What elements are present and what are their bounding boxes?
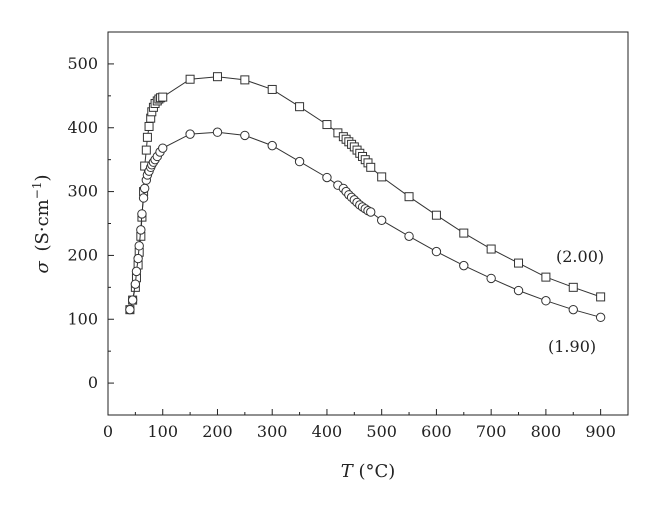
- data-point-square: [295, 102, 305, 112]
- data-point-square: [514, 258, 524, 268]
- x-axis-unit: (°C): [358, 461, 395, 482]
- y-axis-unit-close: ): [32, 175, 53, 182]
- x-tick-label: 800: [531, 422, 562, 441]
- data-point-square: [212, 72, 222, 82]
- data-point-square: [240, 75, 250, 85]
- data-point-square: [322, 120, 332, 130]
- x-tick-label: 900: [585, 422, 616, 441]
- series-label-1-90: (1.90): [548, 337, 596, 356]
- series-line-0: [129, 76, 601, 310]
- data-point-circle: [541, 296, 551, 306]
- x-axis-ticks: 0 100 200 300 400 500 600 700 800 900: [103, 409, 616, 441]
- y-tick-label: 500: [67, 54, 98, 73]
- data-point-circle: [138, 193, 149, 203]
- data-point-circle: [294, 156, 305, 167]
- data-point-square: [366, 162, 376, 172]
- data-point-circle: [513, 285, 524, 296]
- x-tick-label: 200: [202, 422, 233, 441]
- data-point-circle: [137, 209, 147, 219]
- data-point-circle: [130, 279, 141, 289]
- data-point-square: [158, 92, 168, 102]
- data-point-circle: [212, 127, 223, 137]
- data-point-circle: [125, 304, 135, 315]
- x-tick-label: 300: [257, 422, 288, 441]
- data-point-circle: [486, 273, 496, 284]
- plot-frame: [107, 31, 629, 416]
- data-point-circle: [240, 130, 250, 141]
- data-point-square: [459, 228, 469, 238]
- y-tick-label: 0: [88, 373, 98, 392]
- data-point-circle: [459, 260, 469, 271]
- y-axis-label: σ (S·cm−1): [30, 175, 53, 274]
- data-point-circle: [134, 241, 144, 251]
- data-point-circle: [431, 246, 442, 257]
- x-tick-label: 500: [366, 422, 397, 441]
- data-point-square: [404, 192, 414, 202]
- data-point-circle: [136, 225, 146, 235]
- y-tick-label: 300: [67, 182, 98, 201]
- data-point-square: [144, 121, 154, 131]
- x-tick-label: 400: [312, 422, 343, 441]
- y-axis-unit: (S·cm: [32, 199, 53, 251]
- data-point-square: [568, 282, 578, 292]
- data-point-circle: [127, 295, 138, 305]
- data-point-circle: [595, 312, 606, 323]
- y-tick-label: 100: [67, 309, 98, 328]
- x-tick-label: 700: [476, 422, 507, 441]
- data-point-square: [267, 84, 277, 94]
- data-point-circle: [131, 266, 142, 277]
- data-point-square: [141, 145, 151, 155]
- data-point-square: [596, 292, 606, 302]
- data-point-square: [541, 272, 551, 282]
- x-tick-label: 0: [103, 422, 113, 441]
- y-tick-label: 200: [67, 245, 98, 264]
- data-point-circle: [568, 304, 578, 315]
- x-tick-label: 100: [147, 422, 178, 441]
- data-point-circle: [366, 207, 376, 217]
- data-point-circle: [158, 143, 168, 153]
- y-axis-ticks: 0 100 200 300 400 500: [67, 31, 114, 416]
- data-point-circle: [133, 253, 143, 264]
- y-axis-symbol: σ: [32, 261, 53, 274]
- data-point-circle: [267, 140, 277, 151]
- data-point-square: [377, 172, 387, 182]
- data-point-circle: [322, 172, 332, 183]
- data-point-circle: [139, 183, 150, 194]
- x-axis-label: T (°C): [341, 461, 396, 482]
- y-tick-label: 400: [67, 118, 98, 137]
- y-axis-unit-superscript: −1: [30, 182, 44, 200]
- x-axis-symbol: T: [341, 461, 355, 482]
- data-point-square: [185, 74, 195, 84]
- series-label-2-00: (2.00): [556, 247, 604, 266]
- x-tick-label: 600: [421, 422, 452, 441]
- data-point-circle: [185, 129, 195, 139]
- data-point-square: [431, 210, 441, 220]
- data-point-square: [486, 244, 496, 254]
- data-point-square: [142, 132, 152, 142]
- series-layer: [125, 72, 606, 323]
- data-point-circle: [404, 231, 414, 241]
- data-point-circle: [376, 215, 387, 226]
